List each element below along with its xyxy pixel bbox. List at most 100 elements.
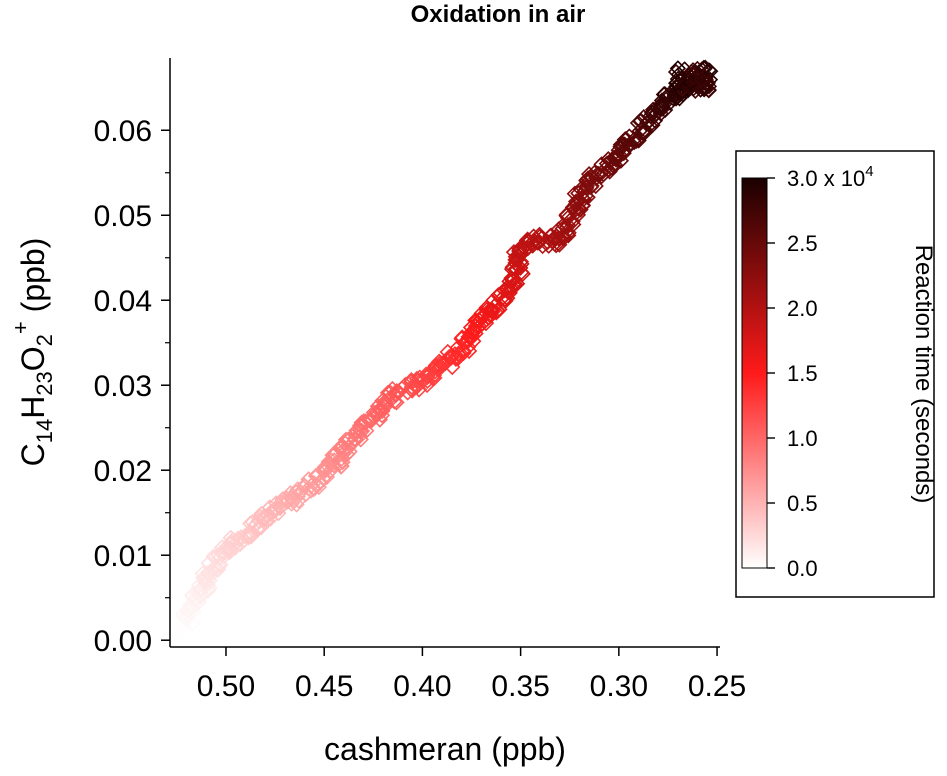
data-point	[405, 380, 422, 397]
x-tick-label: 0.35	[491, 670, 549, 703]
data-point	[455, 344, 472, 362]
colorbar-tick-label: 3.0 x 104	[787, 163, 874, 191]
y-label-part: 2	[32, 334, 57, 346]
colorbar-tick-text: 0.0	[787, 556, 818, 581]
data-points	[168, 59, 719, 641]
y-tick-label: 0.05	[94, 200, 152, 233]
data-point	[622, 135, 640, 153]
y-tick-label: 0.01	[94, 540, 152, 573]
y-label-part: 23	[32, 371, 57, 395]
colorbar-box	[735, 150, 935, 598]
data-point	[388, 394, 405, 411]
chart-title: Oxidation in air	[411, 1, 586, 28]
x-axis-label: cashmeran (ppb)	[324, 731, 566, 767]
data-point	[296, 477, 313, 494]
data-point	[593, 156, 610, 173]
y-label-part: O	[15, 346, 51, 371]
colorbar-tick-text: 1.0	[787, 426, 818, 451]
colorbar-tick-label: 0.5	[787, 491, 818, 516]
colorbar-tick-text: 1.5	[787, 361, 818, 386]
data-point	[308, 477, 325, 494]
data-point	[321, 463, 339, 480]
data-point	[215, 544, 233, 561]
y-tick-label: 0.04	[94, 285, 152, 318]
data-point	[358, 422, 375, 439]
colorbar-tick-text: 2.0	[787, 296, 818, 321]
y-label-part: (ppb)	[15, 238, 51, 322]
data-point	[501, 273, 518, 290]
data-point	[531, 233, 548, 251]
y-tick-label: 0.03	[94, 370, 152, 403]
data-point	[514, 265, 531, 283]
data-point	[332, 451, 349, 468]
data-point	[547, 231, 564, 248]
data-point	[357, 414, 374, 431]
y-label-part: 14	[32, 419, 57, 443]
colorbar-tick-label: 0.0	[787, 556, 818, 581]
x-tick-label: 0.25	[688, 670, 746, 703]
data-point	[312, 474, 329, 491]
data-point	[644, 116, 661, 134]
data-point	[484, 303, 501, 320]
y-axis-label: C14H23O2+ (ppb)	[8, 238, 57, 467]
data-point	[168, 619, 185, 636]
data-point	[478, 301, 495, 318]
colorbar-tick-label: 1.5	[787, 361, 818, 386]
colorbar-exponent: 4	[865, 163, 873, 180]
data-point	[402, 381, 420, 398]
data-point	[224, 531, 242, 548]
x-tick-label: 0.45	[295, 670, 353, 703]
data-point	[511, 242, 528, 260]
data-point	[182, 596, 199, 613]
colorbar-ticks: 0.0 0.5 1.0 1.5 2.0 2.5 3.0 x 104	[767, 163, 874, 581]
y-tick-label: 0.02	[94, 455, 152, 488]
y-tick-label: 0.06	[94, 115, 152, 148]
colorbar-tick-text: 2.5	[787, 231, 818, 256]
data-point	[365, 404, 382, 421]
y-ticks: 0.00 0.01 0.02 0.03 0.04 0.05 0.06	[94, 115, 170, 658]
x-tick-label: 0.50	[197, 670, 255, 703]
data-point	[460, 338, 477, 356]
data-point	[684, 74, 701, 91]
x-tick-label: 0.40	[393, 670, 451, 703]
data-point	[460, 328, 477, 346]
data-point	[307, 467, 325, 484]
colorbar-tick-label: 1.0	[787, 426, 818, 451]
data-point	[555, 228, 573, 246]
data-point	[697, 59, 714, 76]
colorbar-tick-text: 0.5	[787, 491, 818, 516]
colorbar-tick-label: 2.0	[787, 296, 818, 321]
data-point	[559, 217, 577, 234]
data-point	[567, 193, 585, 210]
colorbar-gradient	[741, 177, 768, 569]
data-point	[505, 276, 522, 294]
colorbar-label: Reaction time (seconds)	[910, 245, 937, 504]
data-point	[649, 99, 666, 116]
colorbar-tick-text: 3.0 x 10	[787, 166, 865, 191]
data-point	[509, 275, 526, 292]
data-point	[693, 71, 710, 88]
data-point	[675, 75, 692, 93]
data-point	[698, 76, 715, 93]
y-label-part: H	[15, 396, 51, 419]
data-point	[196, 570, 214, 587]
data-point	[210, 561, 227, 578]
x-tick-label: 0.30	[590, 670, 648, 703]
data-point	[567, 195, 585, 213]
data-point	[609, 147, 626, 164]
data-point	[205, 559, 223, 577]
data-point	[686, 74, 703, 91]
data-point	[566, 185, 583, 202]
data-point	[587, 169, 605, 187]
data-point	[288, 496, 305, 513]
data-point	[371, 401, 388, 418]
data-point	[266, 502, 283, 520]
data-point	[671, 90, 688, 107]
x-ticks: 0.50 0.45 0.40 0.35 0.30 0.25	[197, 647, 746, 703]
data-point	[456, 334, 473, 351]
data-point	[443, 349, 460, 367]
colorbar-tick-label: 2.5	[787, 231, 818, 256]
y-tick-label: 0.00	[94, 625, 152, 658]
data-point	[657, 101, 674, 119]
